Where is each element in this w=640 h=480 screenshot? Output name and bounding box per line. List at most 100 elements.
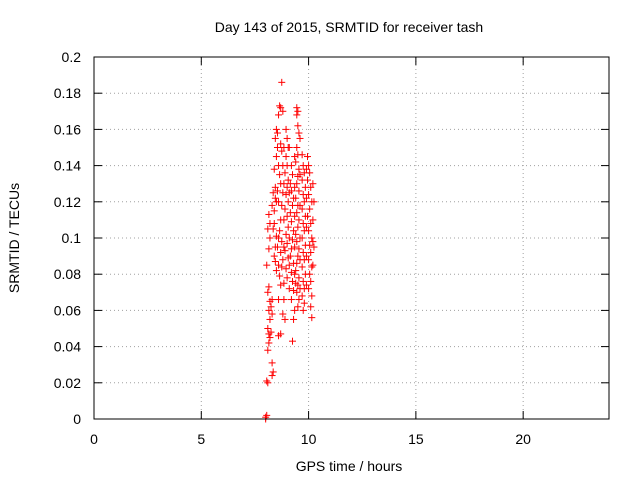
data-point xyxy=(285,189,293,197)
data-point xyxy=(275,234,283,242)
data-point xyxy=(290,227,298,235)
data-point xyxy=(298,263,306,271)
data-point xyxy=(307,277,315,285)
data-point xyxy=(282,230,290,238)
data-point xyxy=(304,153,312,161)
x-axis-label: GPS time / hours xyxy=(296,458,403,474)
data-point xyxy=(302,165,310,173)
data-point xyxy=(298,205,306,213)
data-point xyxy=(292,279,300,287)
data-point xyxy=(302,281,310,289)
data-point xyxy=(306,270,314,278)
y-tick-label: 0.16 xyxy=(54,121,81,137)
data-point xyxy=(273,187,281,195)
data-point xyxy=(306,241,314,249)
data-point xyxy=(299,248,307,256)
data-point xyxy=(302,223,310,231)
data-point xyxy=(273,129,281,137)
data-point xyxy=(265,245,273,253)
data-point xyxy=(280,216,288,224)
data-point xyxy=(291,306,299,314)
y-tick-label: 0.12 xyxy=(54,194,81,210)
data-point xyxy=(295,245,303,253)
data-point xyxy=(294,223,302,231)
data-point xyxy=(285,285,293,293)
data-point xyxy=(263,261,271,269)
data-point xyxy=(286,252,294,260)
data-point xyxy=(296,234,304,242)
data-point xyxy=(293,144,301,151)
data-point xyxy=(276,102,284,110)
data-point xyxy=(293,180,301,188)
data-point xyxy=(270,252,278,260)
data-point xyxy=(307,183,315,191)
data-point xyxy=(272,267,280,275)
x-tick-label: 0 xyxy=(90,431,98,447)
data-point xyxy=(293,288,301,296)
x-tick-label: 15 xyxy=(408,431,424,447)
data-point xyxy=(290,315,298,323)
data-point xyxy=(275,162,283,170)
data-point xyxy=(270,220,278,228)
data-point xyxy=(275,111,283,119)
data-point xyxy=(288,236,296,244)
y-tick-label: 0.2 xyxy=(62,49,82,65)
data-point xyxy=(308,263,316,271)
data-point xyxy=(279,310,287,318)
data-point xyxy=(271,183,279,191)
data-point xyxy=(309,261,317,269)
data-point xyxy=(300,198,308,206)
data-point xyxy=(299,306,307,314)
data-point xyxy=(293,259,301,267)
data-point xyxy=(275,296,283,304)
data-point xyxy=(264,346,272,354)
data-point xyxy=(292,230,300,238)
y-axis-label: SRMTID / TECUs xyxy=(6,183,22,293)
data-point xyxy=(279,189,287,197)
data-point xyxy=(300,299,308,307)
data-point xyxy=(266,334,274,342)
data-point xyxy=(302,252,310,260)
data-point xyxy=(290,286,298,294)
data-point xyxy=(291,243,299,251)
y-tick-label: 0.18 xyxy=(54,85,81,101)
data-point xyxy=(267,303,275,311)
data-point xyxy=(295,274,303,282)
data-point xyxy=(307,303,315,311)
data-point xyxy=(296,256,304,264)
data-point xyxy=(282,125,290,133)
data-point xyxy=(278,201,286,209)
x-tick-label: 20 xyxy=(515,431,531,447)
data-point xyxy=(276,171,284,179)
data-point xyxy=(267,328,275,336)
data-point xyxy=(269,368,277,376)
data-point xyxy=(282,153,290,161)
data-point xyxy=(306,169,314,177)
y-tick-label: 0 xyxy=(73,411,81,427)
data-point xyxy=(264,379,272,387)
data-point xyxy=(271,258,279,266)
data-point xyxy=(273,144,281,151)
data-point xyxy=(285,144,293,151)
data-point xyxy=(285,261,293,269)
data-point xyxy=(288,171,296,179)
data-point xyxy=(307,220,315,228)
data-point xyxy=(287,296,295,304)
data-point xyxy=(304,176,312,184)
data-point xyxy=(293,238,301,246)
data-point xyxy=(287,245,295,253)
data-point xyxy=(302,194,310,202)
data-point xyxy=(265,210,273,218)
data-point xyxy=(294,303,302,311)
data-point xyxy=(278,238,286,246)
data-point xyxy=(296,201,304,209)
data-point xyxy=(304,212,312,220)
data-point xyxy=(265,306,273,314)
data-point xyxy=(275,198,283,206)
data-point xyxy=(280,180,288,188)
x-tick-label: 10 xyxy=(301,431,317,447)
data-point xyxy=(295,165,303,173)
data-point xyxy=(279,256,287,264)
